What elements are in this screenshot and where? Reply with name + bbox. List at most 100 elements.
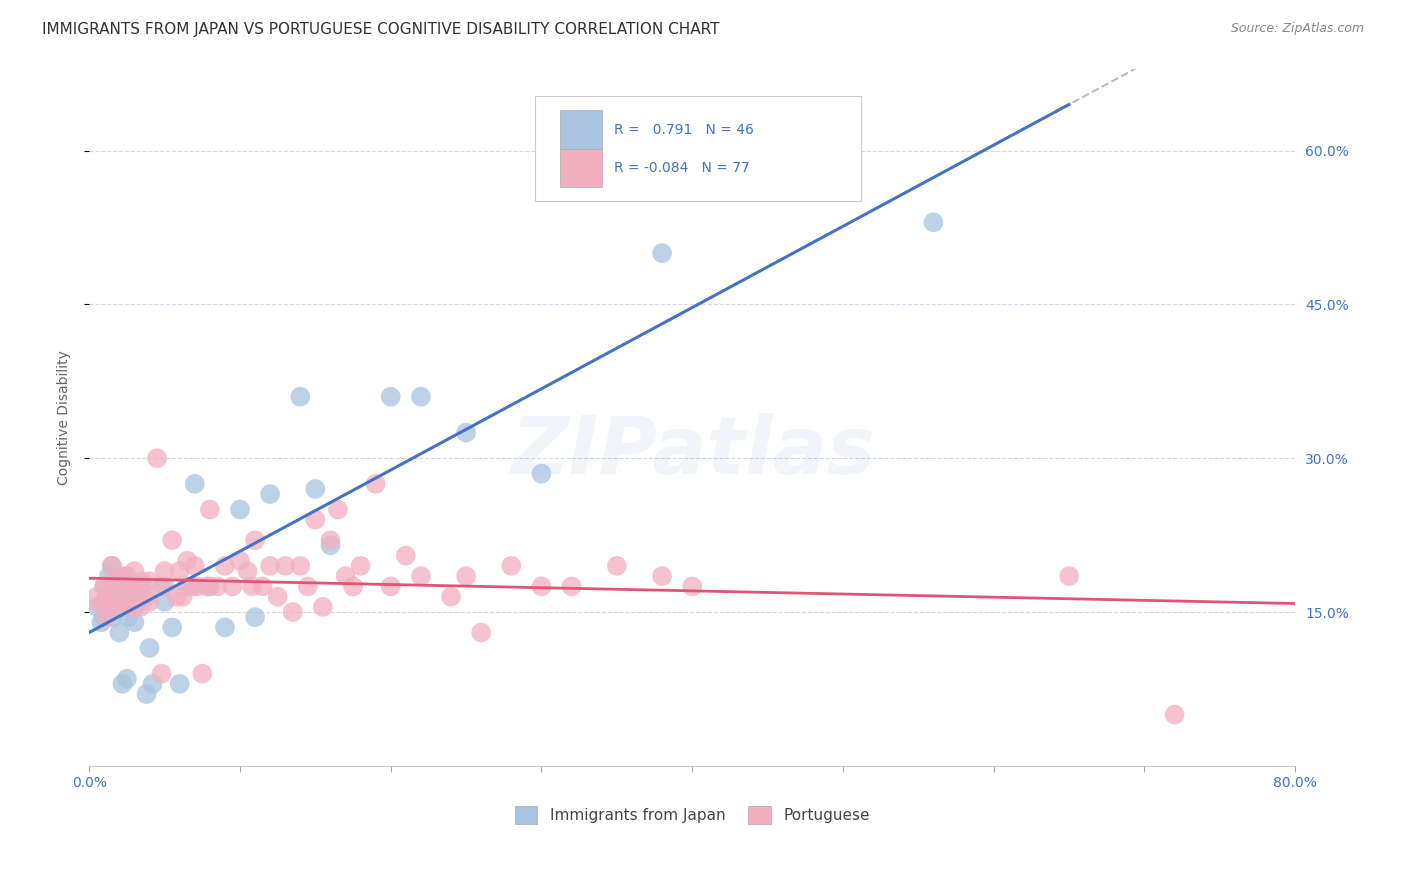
Point [141,677,163,691]
Point [90,615,112,630]
Point [138,640,160,655]
Point [124,599,146,614]
Point [207,579,229,593]
Text: R = -0.084   N = 77: R = -0.084 N = 77 [614,161,749,175]
Point [681,579,703,593]
Point [319,538,342,552]
Point [138,574,160,589]
Point [561,579,583,593]
Point [135,687,157,701]
Point [214,558,236,573]
FancyBboxPatch shape [536,96,860,201]
Point [120,579,142,593]
Point [312,599,335,614]
Point [160,620,183,634]
Point [290,390,312,404]
Point [129,599,152,614]
Point [96,590,118,604]
Point [290,558,312,573]
Y-axis label: Cognitive Disability: Cognitive Disability [58,350,72,484]
Bar [560,111,602,149]
Point [105,579,128,593]
Point [97,569,120,583]
Point [364,476,387,491]
Point [101,574,124,589]
Point [124,615,146,630]
Point [118,590,141,604]
Point [266,590,288,604]
Point [150,579,173,593]
Point [221,579,243,593]
Point [214,620,236,634]
Point [198,502,221,516]
Point [112,599,135,614]
Point [176,579,198,593]
Point [297,579,319,593]
Point [349,558,371,573]
Point [111,677,134,691]
Point [93,595,115,609]
Point [198,579,221,593]
Point [153,595,176,609]
Point [184,558,207,573]
Point [195,579,218,593]
Point [150,666,173,681]
Point [90,599,112,614]
Point [274,558,297,573]
Point [281,605,304,619]
Point [259,487,281,501]
Point [117,610,139,624]
Text: R =   0.791   N = 46: R = 0.791 N = 46 [614,122,754,136]
Point [606,558,628,573]
Point [115,672,138,686]
Point [101,558,124,573]
Point [456,425,478,440]
Point [101,595,124,609]
Point [169,564,191,578]
Point [1057,569,1080,583]
Point [86,590,108,604]
Point [240,579,263,593]
Point [530,579,553,593]
Point [501,558,523,573]
Point [395,549,418,563]
Point [409,569,432,583]
Point [97,590,120,604]
Point [172,590,194,604]
Point [107,599,129,614]
Point [530,467,553,481]
Legend: Immigrants from Japan, Portuguese: Immigrants from Japan, Portuguese [515,805,870,824]
Point [93,610,115,624]
Point [651,569,673,583]
Point [124,564,146,578]
Point [187,579,209,593]
Point [243,610,266,624]
Point [236,564,259,578]
Text: Source: ZipAtlas.com: Source: ZipAtlas.com [1230,22,1364,36]
Point [103,610,125,624]
Point [229,502,252,516]
Point [304,482,326,496]
Point [115,569,138,583]
Point [319,533,342,548]
Point [131,579,153,593]
Point [166,590,188,604]
Point [93,579,115,593]
Point [124,599,146,614]
Point [176,554,198,568]
Bar [560,149,602,187]
Point [93,595,115,609]
Point [160,533,183,548]
Point [342,579,364,593]
Point [93,579,115,593]
Point [138,595,160,609]
Point [304,513,326,527]
Point [180,579,202,593]
Point [107,579,129,593]
Point [108,595,131,609]
Text: IMMIGRANTS FROM JAPAN VS PORTUGUESE COGNITIVE DISABILITY CORRELATION CHART: IMMIGRANTS FROM JAPAN VS PORTUGUESE COGN… [42,22,720,37]
Point [380,579,402,593]
Point [252,579,274,593]
Point [651,246,673,260]
Point [243,533,266,548]
